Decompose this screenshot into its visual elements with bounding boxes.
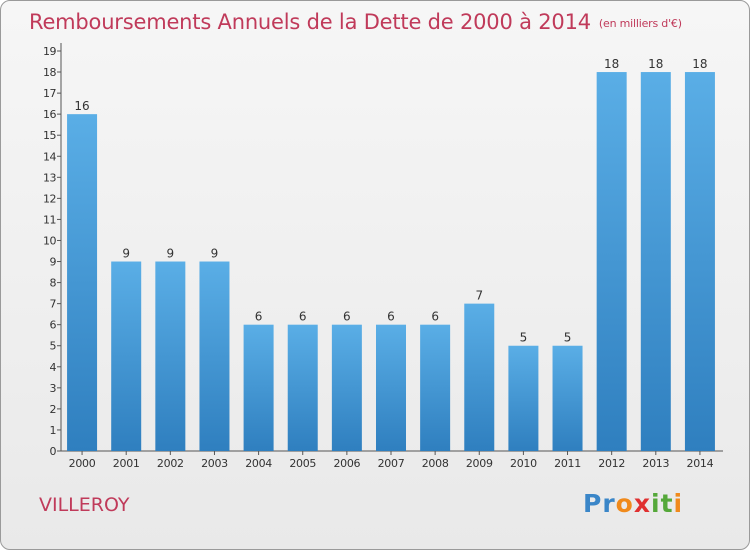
x-tick-label: 2013 — [642, 457, 669, 470]
data-label: 6 — [299, 310, 307, 324]
data-label: 6 — [431, 310, 439, 324]
x-tick-label: 2002 — [157, 457, 184, 470]
x-tick-label: 2001 — [113, 457, 140, 470]
x-tick-label: 2010 — [510, 457, 537, 470]
chart-subtitle: (en milliers d'€) — [598, 17, 682, 30]
data-label: 18 — [648, 57, 663, 71]
data-label: 16 — [74, 99, 89, 113]
y-tick-label: 14 — [43, 150, 56, 163]
bar — [640, 72, 671, 451]
y-tick-label: 6 — [50, 319, 57, 332]
data-label: 6 — [387, 310, 395, 324]
x-tick-label: 2004 — [245, 457, 272, 470]
logo-letter: t — [660, 489, 674, 518]
logo-letter: i — [673, 489, 684, 518]
y-tick-label: 2 — [50, 403, 57, 416]
x-tick-label: 2007 — [378, 457, 405, 470]
logo-letter: x — [633, 489, 651, 518]
y-tick-label: 9 — [50, 256, 57, 269]
data-label: 9 — [122, 247, 130, 261]
logo-letter: r — [602, 489, 616, 518]
y-tick-label: 19 — [43, 45, 56, 58]
bar — [111, 261, 142, 451]
data-label: 7 — [475, 289, 483, 303]
data-label: 6 — [343, 310, 351, 324]
x-tick-label: 2011 — [554, 457, 581, 470]
x-tick-label: 2012 — [598, 457, 625, 470]
y-tick-label: 0 — [50, 445, 57, 458]
y-tick-label: 10 — [43, 234, 56, 247]
data-label: 9 — [167, 247, 175, 261]
title-text: Remboursements Annuels de la Dette de 20… — [29, 10, 591, 34]
y-tick-label: 7 — [50, 298, 57, 311]
proxiti-logo: Proxiti — [583, 489, 683, 518]
x-tick-label: 2008 — [422, 457, 449, 470]
data-label: 18 — [604, 57, 619, 71]
y-tick-label: 8 — [50, 277, 57, 290]
x-tick-label: 2006 — [333, 457, 360, 470]
x-tick-label: 2009 — [466, 457, 493, 470]
y-tick-label: 17 — [43, 87, 56, 100]
data-label: 6 — [255, 310, 263, 324]
logo-letter: o — [615, 489, 634, 518]
y-tick-label: 4 — [50, 361, 57, 374]
data-label: 5 — [520, 331, 528, 345]
bar — [684, 72, 715, 451]
bar — [199, 261, 230, 451]
bar — [331, 324, 362, 451]
bar — [552, 345, 583, 451]
bar — [508, 345, 539, 451]
y-tick-label: 18 — [43, 66, 56, 79]
y-tick-label: 3 — [50, 382, 57, 395]
bar — [67, 114, 98, 451]
y-tick-label: 15 — [43, 129, 56, 142]
y-tick-label: 5 — [50, 340, 57, 353]
y-tick-label: 11 — [43, 213, 56, 226]
logo-letter: i — [651, 489, 661, 518]
bar — [243, 324, 274, 451]
chart-title: Remboursements Annuels de la Dette de 20… — [29, 7, 682, 37]
y-tick-label: 12 — [43, 192, 56, 205]
x-tick-label: 2005 — [289, 457, 316, 470]
x-tick-label: 2003 — [201, 457, 228, 470]
bar — [420, 324, 451, 451]
data-label: 18 — [692, 57, 707, 71]
data-label: 9 — [211, 247, 219, 261]
x-tick-label: 2000 — [69, 457, 96, 470]
commune-name: VILLEROY — [39, 494, 130, 516]
y-tick-label: 1 — [50, 424, 57, 437]
bar — [596, 72, 627, 451]
bar — [376, 324, 406, 451]
logo-letter: P — [583, 489, 603, 518]
y-tick-label: 16 — [43, 108, 56, 121]
y-tick-label: 13 — [43, 171, 56, 184]
data-label: 5 — [564, 331, 572, 345]
bar — [464, 303, 495, 451]
bar — [155, 261, 186, 451]
x-tick-label: 2014 — [687, 457, 714, 470]
bar — [287, 324, 318, 451]
